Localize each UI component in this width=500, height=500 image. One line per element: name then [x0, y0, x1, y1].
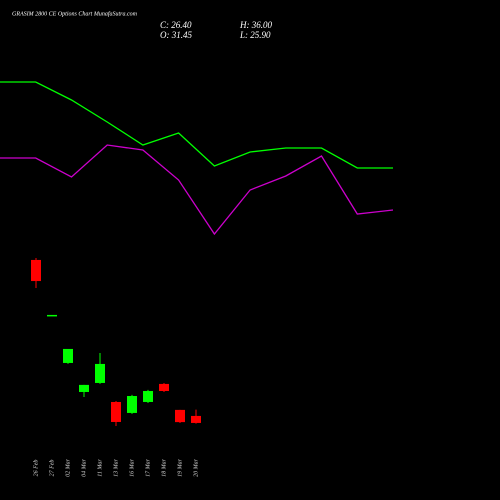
x-tick-label: 04 Mar	[80, 458, 87, 476]
x-tick-label: 27 Feb	[49, 460, 55, 477]
ohlc-label: O: 31.45	[160, 30, 192, 40]
x-tick-label: 02 Mar	[65, 458, 71, 476]
candle-body	[47, 314, 57, 317]
indicator-line	[0, 81, 393, 169]
x-tick-label: 16 Mar	[129, 458, 135, 476]
ohlc-label: H: 36.00	[239, 20, 272, 30]
candle-body	[111, 401, 121, 422]
x-tick-label: 20 Mar	[193, 458, 199, 476]
x-tick-label: 18 Mar	[161, 458, 167, 476]
candle-body	[127, 396, 137, 413]
candle-body	[175, 409, 185, 423]
chart-title: GRASIM 2800 CE Options Chart MunafaSutra…	[12, 10, 138, 17]
candle-body	[143, 391, 153, 402]
ohlc-label: L: 25.90	[239, 30, 271, 40]
ohlc-label: C: 26.40	[160, 20, 192, 30]
candle-body	[159, 383, 169, 392]
indicator-line	[0, 144, 394, 236]
x-tick-label: 17 Mar	[145, 458, 151, 476]
candle-body	[79, 384, 89, 392]
candle-body	[63, 348, 73, 363]
x-tick-label: 26 Feb	[33, 460, 39, 477]
candle-body	[95, 363, 105, 383]
x-tick-label: 13 Mar	[113, 458, 119, 476]
candle-body	[31, 259, 41, 282]
candle-body	[191, 415, 201, 423]
x-tick-label: 19 Mar	[177, 458, 183, 476]
x-tick-label: 11 Mar	[97, 459, 103, 477]
